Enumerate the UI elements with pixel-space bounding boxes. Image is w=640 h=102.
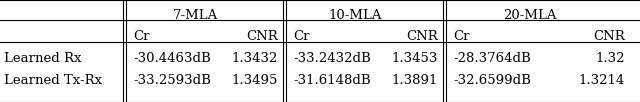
Text: 20-MLA: 20-MLA: [503, 9, 557, 22]
Text: Learned Rx: Learned Rx: [4, 52, 81, 65]
Text: 1.3214: 1.3214: [579, 74, 625, 87]
Text: Cr: Cr: [133, 30, 150, 43]
Text: CNR: CNR: [406, 30, 438, 43]
Text: -31.6148dB: -31.6148dB: [293, 74, 371, 87]
Text: Cr: Cr: [453, 30, 470, 43]
Text: -32.6599dB: -32.6599dB: [453, 74, 531, 87]
Text: 1.3432: 1.3432: [232, 52, 278, 65]
Text: -28.3764dB: -28.3764dB: [453, 52, 531, 65]
Text: 7-MLA: 7-MLA: [172, 9, 218, 22]
Text: -33.2593dB: -33.2593dB: [133, 74, 211, 87]
Text: CNR: CNR: [246, 30, 278, 43]
Text: 1.3891: 1.3891: [392, 74, 438, 87]
Text: -33.2432dB: -33.2432dB: [293, 52, 371, 65]
Text: Cr: Cr: [293, 30, 310, 43]
Text: Learned Tx-Rx: Learned Tx-Rx: [4, 74, 102, 87]
Text: 10-MLA: 10-MLA: [328, 9, 381, 22]
Text: 1.3495: 1.3495: [232, 74, 278, 87]
Text: 1.3453: 1.3453: [392, 52, 438, 65]
Text: -30.4463dB: -30.4463dB: [133, 52, 211, 65]
Text: 1.32: 1.32: [595, 52, 625, 65]
Text: CNR: CNR: [593, 30, 625, 43]
